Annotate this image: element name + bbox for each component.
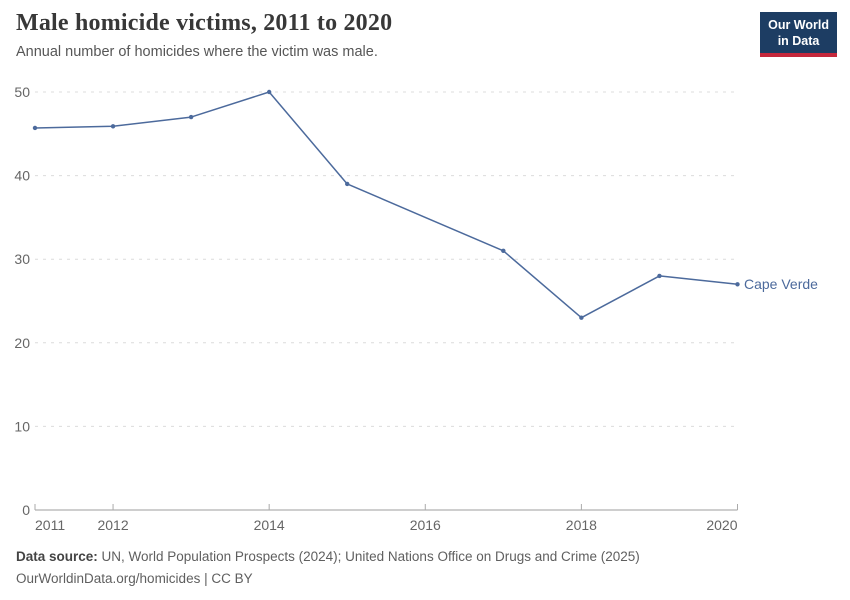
- citation-suffix: | CC BY: [200, 570, 253, 586]
- y-tick-label: 0: [22, 502, 30, 518]
- chart-header: Male homicide victims, 2011 to 2020 Annu…: [16, 10, 756, 60]
- line-chart-canvas: 0 10 20 30 40 50 2011 2012 2014 2016 2018 2020 Cape …: [14, 84, 818, 533]
- owid-logo-line2: in Data: [777, 34, 820, 49]
- citation-link[interactable]: OurWorldinData.org/homicides: [16, 570, 201, 586]
- y-tick-label: 20: [14, 335, 30, 351]
- chart-footer: Data source: UN, World Population Prospe…: [16, 546, 836, 590]
- owid-logo-line1: Our World: [768, 18, 829, 32]
- chart-title: Male homicide victims, 2011 to 2020: [16, 10, 393, 36]
- data-source-line: Data source: UN, World Population Prospe…: [16, 546, 836, 568]
- data-point-marker: [345, 181, 350, 187]
- x-tick-label: 2020: [706, 517, 737, 533]
- data-point-marker: [579, 315, 584, 320]
- x-tick-label: 2011: [35, 517, 65, 533]
- x-tick-label: 2018: [566, 517, 597, 533]
- x-tick-label: 2016: [410, 517, 441, 533]
- owid-logo: Our World in Data: [760, 12, 837, 57]
- citation-line: OurWorldinData.org/homicides | CC BY: [16, 568, 836, 590]
- entity-label: Cape Verde: [744, 276, 818, 292]
- x-tick-label: 2012: [97, 517, 128, 533]
- series-line: [34, 91, 738, 319]
- y-tick-label: 30: [14, 251, 30, 267]
- data-source-label: Data source:: [16, 549, 98, 564]
- x-tick-label: 2014: [254, 517, 285, 533]
- data-point-marker: [501, 248, 506, 254]
- chart-subtitle: Annual number of homicides where the vic…: [16, 44, 378, 60]
- data-point-marker: [735, 282, 740, 287]
- data-point-marker: [657, 273, 662, 279]
- data-point-marker: [32, 125, 38, 131]
- y-tick-label: 10: [14, 418, 30, 434]
- y-tick-label: 50: [14, 84, 30, 100]
- data-point-marker: [188, 114, 194, 120]
- data-source-text: UN, World Population Prospects (2024); U…: [97, 549, 640, 564]
- y-tick-label: 40: [14, 168, 30, 184]
- data-point-marker: [110, 124, 116, 129]
- data-point-marker: [266, 89, 272, 95]
